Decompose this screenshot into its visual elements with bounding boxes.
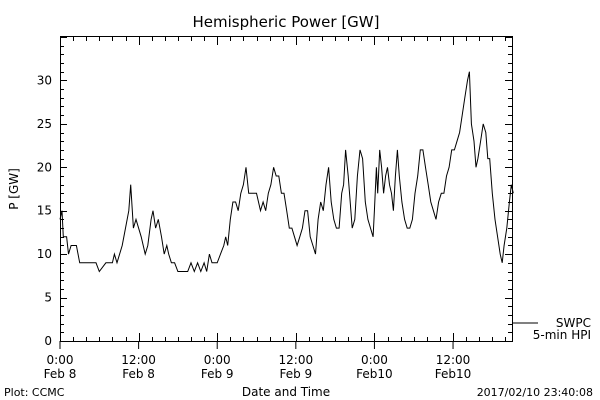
y-tick-label: 10 (37, 247, 52, 261)
legend-hpi-label: 5-min HPI (533, 328, 591, 342)
chart-title: Hemispheric Power [GW] (193, 13, 380, 31)
y-tick-label: 15 (37, 204, 52, 218)
x-tick-time-label: 12:00 (121, 353, 156, 367)
x-tick-time-label: 0:00 (204, 353, 231, 367)
x-tick-time-label: 0:00 (361, 353, 388, 367)
x-tick-date-label: Feb 8 (122, 367, 155, 381)
y-axis: 0 5 10 15 20 25 30 (37, 37, 512, 348)
series-group (59, 71, 514, 273)
x-tick-time-label: 12:00 (436, 353, 471, 367)
x-tick-date-label: Feb10 (435, 367, 472, 381)
y-tick-label: 20 (37, 160, 52, 174)
y-tick-label: 30 (37, 73, 52, 87)
footer-source: Plot: CCMC (4, 386, 65, 399)
series-line-swpc (59, 71, 514, 273)
x-tick-date-label: Feb 9 (201, 367, 234, 381)
x-tick-date-label: Feb10 (356, 367, 393, 381)
x-tick-time-label: 12:00 (279, 353, 314, 367)
y-axis-label: P [GW] (7, 168, 21, 210)
x-tick-date-label: Feb 8 (44, 367, 77, 381)
footer-timestamp: 2017/02/10 23:40:08 (477, 386, 593, 399)
x-axis-label: Date and Time (242, 385, 330, 399)
x-tick-date-label: Feb 9 (279, 367, 312, 381)
y-tick-label: 0 (44, 334, 52, 348)
legend-swpc-label: SWPC (556, 316, 591, 330)
legend: SWPC 5-min HPI (512, 316, 591, 342)
x-tick-time-label: 0:00 (47, 353, 74, 367)
y-tick-label: 25 (37, 117, 52, 131)
y-tick-label: 5 (44, 291, 52, 305)
